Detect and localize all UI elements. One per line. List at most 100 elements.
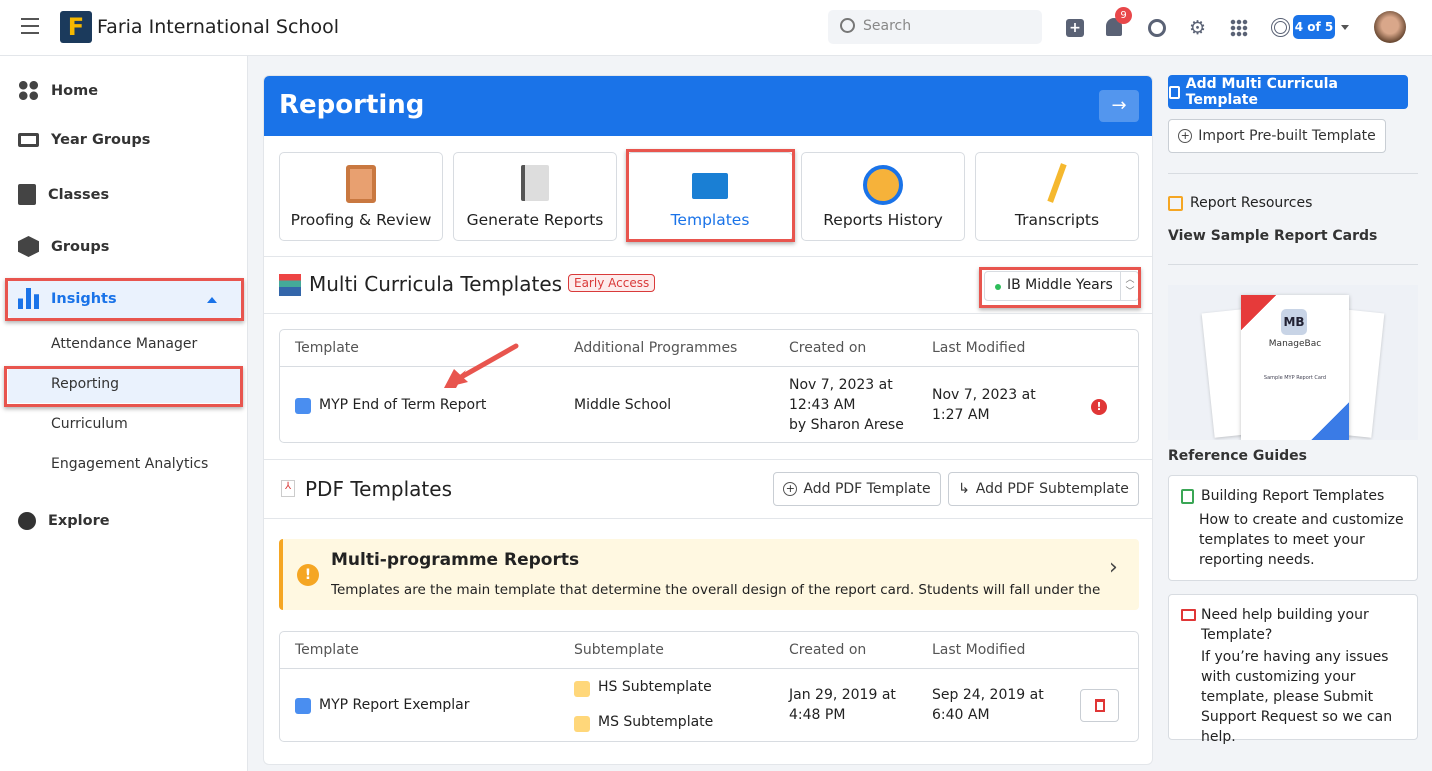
top-bar: F Faria International School Search + 9 … bbox=[0, 0, 1432, 56]
school-logo[interactable]: F bbox=[60, 11, 92, 43]
reference-guides-title: Reference Guides bbox=[1168, 448, 1308, 464]
compass-icon bbox=[18, 512, 36, 530]
chevron-right-icon[interactable]: › bbox=[1109, 555, 1118, 580]
sidebar-item-explore[interactable]: Explore bbox=[18, 512, 110, 530]
sidebar-item-classes[interactable]: Classes bbox=[18, 184, 109, 205]
divider bbox=[264, 518, 1152, 519]
tile-reports-history[interactable]: Reports History bbox=[801, 152, 965, 241]
reporting-active-bg bbox=[8, 368, 241, 403]
chevron-down-icon[interactable] bbox=[1341, 25, 1349, 34]
help-lifebuoy-icon[interactable] bbox=[1271, 18, 1290, 37]
chevron-up-icon[interactable] bbox=[207, 292, 217, 303]
classes-icon bbox=[18, 184, 36, 205]
add-pdf-subtemplate-button[interactable]: ↳ Add PDF Subtemplate bbox=[948, 472, 1139, 506]
clock-icon bbox=[863, 165, 903, 205]
template-icon bbox=[295, 398, 311, 414]
copy-icon bbox=[1169, 85, 1180, 99]
tile-proofing-review[interactable]: Proofing & Review bbox=[279, 152, 443, 241]
tile-transcripts[interactable]: Transcripts bbox=[975, 152, 1139, 241]
divider bbox=[1168, 173, 1418, 174]
multi-curricula-icon bbox=[279, 274, 301, 296]
year-groups-icon bbox=[18, 133, 39, 147]
section-title-multi-curricula: Multi Curricula Templates bbox=[309, 272, 563, 296]
apps-grid-icon[interactable] bbox=[1230, 19, 1248, 37]
clipboard-magnifier-icon bbox=[346, 165, 376, 203]
pdf-templates-table: Template Subtemplate Created on Last Mod… bbox=[279, 631, 1139, 742]
notification-badge: 9 bbox=[1115, 7, 1132, 24]
import-prebuilt-template-button[interactable]: + Import Pre-built Template bbox=[1168, 119, 1386, 153]
pdf-icon: ⅄ bbox=[281, 480, 295, 497]
subtemplate-link[interactable]: HS Subtemplate bbox=[598, 679, 712, 695]
reporting-card: Reporting → Proofing & Review Generate R… bbox=[263, 75, 1153, 765]
divider bbox=[264, 313, 1152, 314]
add-multi-curricula-template-button[interactable]: Add Multi Curricula Template bbox=[1168, 75, 1408, 109]
avatar[interactable] bbox=[1374, 11, 1406, 43]
select-updown-icon: ︿ ﹀ bbox=[1120, 272, 1139, 300]
report-cards-book-icon bbox=[521, 165, 549, 201]
add-pdf-template-button[interactable]: + Add PDF Template bbox=[773, 472, 941, 506]
subtemplate-icon bbox=[574, 716, 590, 732]
multi-programme-alert[interactable]: ! Multi-programme Reports Templates are … bbox=[279, 539, 1139, 610]
managebac-logo: MB bbox=[1281, 309, 1307, 335]
expand-arrow-button[interactable]: → bbox=[1099, 90, 1139, 122]
folder-icon bbox=[692, 173, 728, 199]
subtemplate-arrow-icon: ↳ bbox=[958, 481, 970, 497]
divider bbox=[1168, 264, 1418, 265]
template-link[interactable]: MYP End of Term Report bbox=[319, 397, 487, 413]
early-access-badge: Early Access bbox=[568, 274, 656, 292]
insights-active-bg bbox=[8, 280, 241, 318]
home-icon bbox=[18, 80, 39, 101]
gear-icon[interactable]: ⚙ bbox=[1189, 17, 1207, 39]
add-icon[interactable]: + bbox=[1066, 19, 1084, 37]
progress-badge[interactable]: 4 of 5 bbox=[1293, 15, 1335, 39]
template-icon bbox=[295, 698, 311, 714]
highlight-programme-select bbox=[979, 267, 1141, 308]
chat-icon[interactable] bbox=[1148, 19, 1166, 37]
subtemplate-link[interactable]: MS Subtemplate bbox=[598, 714, 714, 730]
subtemplate-icon bbox=[574, 681, 590, 697]
search-input[interactable]: Search bbox=[828, 10, 1042, 44]
sidebar-item-insights[interactable]: Insights bbox=[18, 288, 117, 309]
page-title: Reporting bbox=[279, 90, 425, 120]
report-resources-label: Report Resources bbox=[1190, 195, 1313, 211]
multi-curricula-table: Template Additional Programmes Created o… bbox=[279, 329, 1139, 443]
plus-circle-icon: + bbox=[1178, 129, 1193, 143]
view-sample-report-cards-link[interactable]: View Sample Report Cards bbox=[1168, 228, 1378, 244]
divider bbox=[264, 256, 1152, 257]
tile-generate-reports[interactable]: Generate Reports bbox=[453, 152, 617, 241]
page-header: Reporting → bbox=[264, 76, 1152, 136]
tile-templates[interactable]: Templates bbox=[627, 152, 793, 241]
delete-button[interactable] bbox=[1080, 689, 1119, 722]
sidebar-item-year-groups[interactable]: Year Groups bbox=[18, 132, 150, 148]
sidebar-item-home[interactable]: Home bbox=[18, 80, 98, 101]
sidebar-subitem-engagement-analytics[interactable]: Engagement Analytics bbox=[51, 456, 209, 472]
guide-need-help[interactable]: Need help building your Template? If you… bbox=[1168, 594, 1418, 745]
warning-icon: ! bbox=[297, 564, 319, 586]
sample-report-card-image[interactable]: MB ManageBac Sample MYP Report Card bbox=[1168, 285, 1418, 440]
mail-icon bbox=[1181, 609, 1196, 621]
template-link[interactable]: MYP Report Exemplar bbox=[319, 697, 470, 713]
highlight-insights bbox=[5, 278, 244, 321]
sidebar: Home Year Groups Classes Groups Insights… bbox=[0, 56, 248, 771]
highlight-templates bbox=[626, 149, 795, 242]
guide-building-report-templates[interactable]: Building Report Templates How to create … bbox=[1168, 475, 1418, 581]
pencil-icon bbox=[1047, 163, 1067, 203]
divider bbox=[264, 459, 1152, 460]
highlight-reporting bbox=[4, 366, 243, 407]
section-title-pdf-templates: PDF Templates bbox=[305, 477, 453, 501]
error-icon[interactable]: ! bbox=[1091, 399, 1107, 415]
sidebar-subitem-curriculum[interactable]: Curriculum bbox=[51, 416, 128, 432]
programme-select[interactable]: IB Middle Years ︿ ﹀ bbox=[984, 271, 1139, 301]
search-icon bbox=[840, 18, 855, 33]
menu-icon[interactable] bbox=[21, 18, 39, 36]
sidebar-subitem-attendance-manager[interactable]: Attendance Manager bbox=[51, 336, 198, 352]
school-name: Faria International School bbox=[97, 16, 339, 38]
resources-icon bbox=[1168, 196, 1183, 211]
sidebar-item-groups[interactable]: Groups bbox=[18, 236, 109, 257]
sidebar-subitem-reporting[interactable]: Reporting bbox=[51, 376, 120, 392]
plus-circle-icon: + bbox=[783, 482, 798, 496]
trash-icon bbox=[1094, 699, 1105, 712]
groups-icon bbox=[18, 236, 39, 257]
status-dot bbox=[995, 284, 1001, 290]
document-icon bbox=[1181, 489, 1194, 504]
